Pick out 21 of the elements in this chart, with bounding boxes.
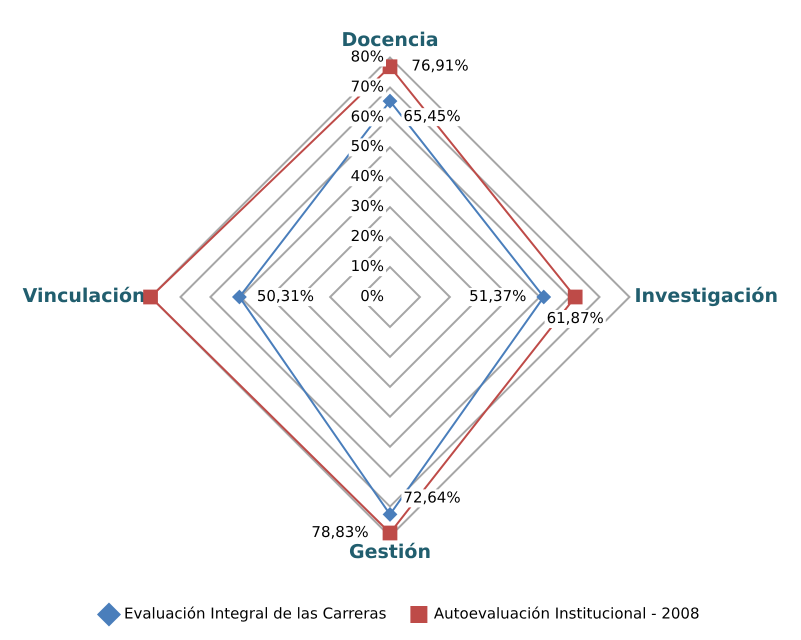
y-tick-label: 20% [350, 227, 384, 246]
data-label: 72,64% [403, 488, 461, 506]
data-label: 78,83% [311, 522, 369, 541]
y-tick-label: 50% [350, 137, 384, 156]
spoke-label: Gestión [349, 540, 431, 563]
data-label: 76,91% [411, 56, 469, 75]
y-tick-label: 0% [360, 286, 384, 305]
y-tick-label: 30% [350, 197, 384, 216]
spoke-label: Investigación [634, 284, 778, 307]
legend-label: Autoevaluación Institucional - 2008 [434, 604, 700, 622]
data-label: 51,37% [469, 286, 526, 305]
y-tick-label: 80% [350, 47, 384, 66]
data-label: 61,87% [546, 308, 604, 327]
spoke-label: Vinculación [22, 284, 146, 307]
data-label: 65,45% [403, 106, 461, 125]
data-label: 50,31% [256, 286, 314, 305]
y-tick-label: 60% [350, 107, 384, 126]
y-tick-label: 10% [350, 256, 384, 275]
y-tick-label: 70% [350, 77, 384, 96]
legend-label: Evaluación Integral de las Carreras [124, 604, 387, 622]
y-tick-label: 40% [350, 167, 384, 186]
